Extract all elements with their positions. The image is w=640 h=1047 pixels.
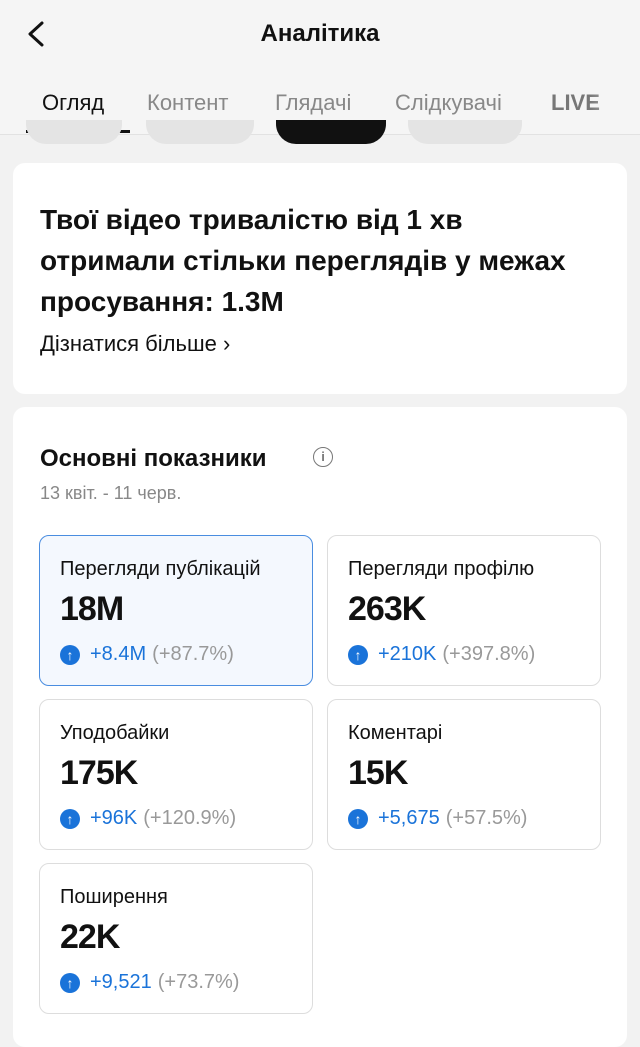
metric-delta: +9,521 <box>90 971 152 993</box>
arrow-up-icon: ↑ <box>60 972 80 993</box>
metric-percent: (+73.7%) <box>157 971 240 993</box>
metric-delta: +96K <box>90 807 138 829</box>
arrow-up-icon: ↑ <box>348 808 368 829</box>
metric-percent: (+120.9%) <box>143 807 237 829</box>
metric-value: 15K <box>348 754 408 792</box>
key-metrics-card: Основні показники i 13 квіт. - 11 черв. … <box>13 407 627 1047</box>
metric-change: ↑ +5,675 (+57.5%) <box>348 807 527 830</box>
metric-change: ↑ +210K (+397.8%) <box>348 643 535 666</box>
tab-bar: Огляд Контент Глядачі Слідкувачі LIVE <box>0 68 640 135</box>
page-title: Аналітика <box>260 20 380 47</box>
arrow-up-icon: ↑ <box>348 644 368 665</box>
promo-card: Твої відео тривалістю від 1 хв отримали … <box>13 163 627 394</box>
tab-overview[interactable]: Огляд <box>42 90 105 115</box>
metric-value: 22K <box>60 918 120 956</box>
metric-card[interactable]: Поширення 22K ↑ +9,521 (+73.7%) <box>39 863 313 1014</box>
chevron-right-icon: › <box>222 331 231 356</box>
tab-content[interactable]: Контент <box>147 90 229 115</box>
arrow-up-icon: ↑ <box>60 644 80 665</box>
metric-card[interactable]: Коментарі 15K ↑ +5,675 (+57.5%) <box>327 699 601 850</box>
filter-pill[interactable] <box>408 120 522 144</box>
header: Аналітика <box>0 0 640 68</box>
metric-value: 263K <box>348 590 426 628</box>
metric-percent: (+87.7%) <box>152 643 234 665</box>
metric-change: ↑ +8.4M (+87.7%) <box>60 643 234 666</box>
metric-percent: (+397.8%) <box>442 643 536 665</box>
metric-delta: +8.4M <box>90 643 147 665</box>
metric-card[interactable]: Перегляди публікацій 18M ↑ +8.4M (+87.7%) <box>39 535 313 686</box>
filter-pill[interactable] <box>146 120 254 144</box>
promo-text: Твої відео тривалістю від 1 хв отримали … <box>40 204 566 317</box>
metric-label: Перегляди публікацій <box>60 558 261 580</box>
filter-pill-active[interactable] <box>276 120 386 144</box>
metric-label: Перегляди профілю <box>348 558 535 580</box>
tab-fade <box>590 68 640 134</box>
section-title: Основні показники <box>40 445 267 472</box>
learn-more-label: Дізнатися більше <box>40 331 217 356</box>
metric-value: 18M <box>60 590 124 628</box>
metric-label: Уподобайки <box>60 722 170 744</box>
metric-label: Поширення <box>60 886 168 908</box>
info-icon[interactable]: i <box>313 447 333 467</box>
metric-percent: (+57.5%) <box>445 807 528 829</box>
metric-value: 175K <box>60 754 138 792</box>
filter-pill[interactable] <box>26 120 122 144</box>
metric-change: ↑ +96K (+120.9%) <box>60 807 236 830</box>
tab-viewers[interactable]: Глядачі <box>275 90 352 115</box>
metric-change: ↑ +9,521 (+73.7%) <box>60 971 239 994</box>
date-range: 13 квіт. - 11 черв. <box>40 483 182 503</box>
tab-followers[interactable]: Слідкувачі <box>395 90 502 115</box>
metric-card[interactable]: Уподобайки 175K ↑ +96K (+120.9%) <box>39 699 313 850</box>
chevron-left-icon[interactable] <box>22 18 52 50</box>
learn-more-link[interactable]: Дізнатися більше › <box>40 331 230 357</box>
metric-card[interactable]: Перегляди профілю 263K ↑ +210K (+397.8%) <box>327 535 601 686</box>
arrow-up-icon: ↑ <box>60 808 80 829</box>
metric-delta: +5,675 <box>378 807 440 829</box>
metric-label: Коментарі <box>348 722 443 744</box>
metric-delta: +210K <box>378 643 437 665</box>
